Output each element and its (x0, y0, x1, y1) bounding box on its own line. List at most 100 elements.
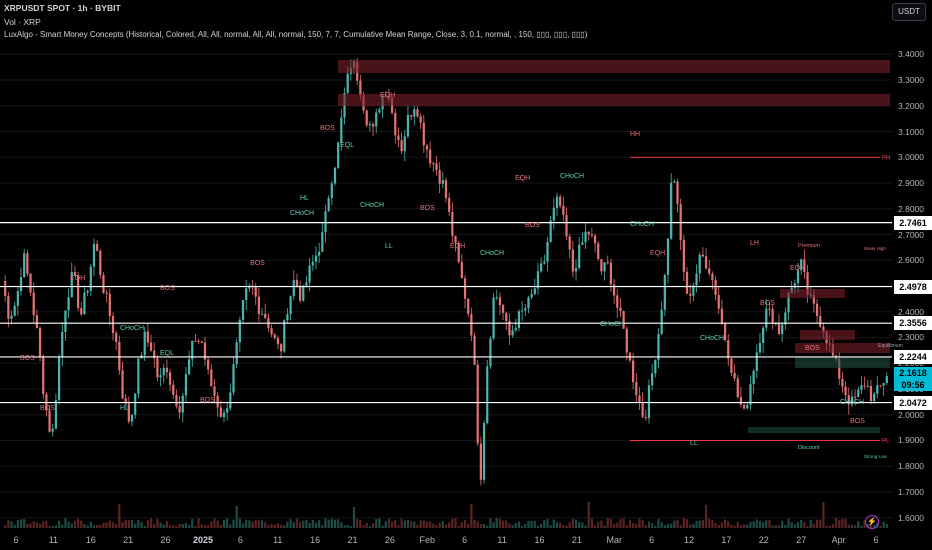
volume-bar (800, 519, 803, 528)
order-block (748, 427, 880, 433)
volume-bar (349, 525, 352, 528)
volume-bar (863, 519, 866, 528)
volume-legend[interactable]: Vol · XRP (4, 17, 41, 27)
candle-body (73, 272, 77, 276)
candle-body (571, 249, 574, 272)
candle-body (96, 244, 99, 251)
volume-bar (295, 518, 299, 528)
volume-bar (463, 519, 467, 528)
candle-body (492, 297, 495, 339)
volume-bar (508, 523, 511, 528)
time-tick-label: Apr (831, 535, 846, 545)
volume-bar (140, 522, 143, 528)
candle-body (489, 338, 492, 367)
volume-bar (289, 519, 292, 528)
candle-body (118, 341, 121, 371)
volume-bar (708, 518, 711, 528)
lightning-icon[interactable]: ⚡ (865, 515, 879, 529)
candle-body (647, 385, 651, 419)
volume-bar (831, 524, 835, 528)
volume-bar (689, 524, 692, 528)
candle-body (549, 220, 552, 242)
candle-body (26, 253, 29, 274)
candle-body (441, 180, 444, 184)
volume-bar (568, 522, 571, 528)
volume-bar (825, 525, 828, 528)
volume-bar (184, 522, 188, 528)
volume-bar (337, 519, 340, 528)
volume-bar (879, 525, 882, 528)
volume-bar (847, 524, 850, 528)
volume-bar (153, 524, 156, 528)
time-tick-label: 22 (758, 535, 769, 545)
volume-bar (448, 522, 451, 528)
time-tick-label: 26 (384, 535, 395, 545)
volume-bar (679, 525, 682, 528)
volume-bar (162, 524, 165, 528)
volume-bar (555, 522, 559, 528)
time-tick-label: 12 (684, 535, 695, 545)
candle-body (324, 211, 327, 233)
candle-body (749, 384, 752, 405)
current-price-tag: 2.1618 09:56 (894, 367, 932, 392)
indicator-legend[interactable]: LuxAlgo - Smart Money Concepts (Historic… (4, 30, 588, 39)
candle-body (311, 261, 314, 266)
volume-bar (619, 519, 622, 528)
volume-bar (127, 520, 130, 528)
volume-bar (314, 522, 318, 528)
candle-body (203, 342, 207, 360)
volume-bar (92, 525, 96, 528)
volume-bar (622, 518, 625, 528)
candle-body (876, 385, 879, 394)
candle-body (327, 198, 330, 212)
volume-bar (416, 524, 419, 528)
volume-bar (616, 522, 619, 528)
candle-body (454, 235, 457, 243)
volume-bar (226, 518, 229, 528)
volume-bar (511, 525, 514, 528)
structure-label: CHoCH (700, 335, 724, 342)
candle-body (429, 149, 432, 164)
volume-bar (470, 504, 473, 528)
candle-body (108, 293, 111, 317)
volume-bar (701, 519, 704, 528)
price-tick-label: 2.8000 (898, 203, 924, 214)
volume-bar (35, 522, 38, 528)
candle-body (781, 324, 784, 335)
volume-bar (809, 519, 812, 528)
volume-bar (489, 518, 492, 528)
candle-body (514, 327, 517, 331)
candle-body (337, 142, 340, 168)
candle-body (727, 340, 730, 359)
volume-bar (137, 520, 140, 528)
candle-body (787, 293, 790, 313)
volume-bar (219, 524, 222, 528)
volume-bar (815, 519, 819, 528)
candle-body (295, 280, 299, 287)
volume-bar (562, 524, 565, 528)
candle-body (581, 242, 584, 245)
volume-bar (130, 519, 134, 528)
structure-label: EQL (340, 142, 354, 149)
candle-body (593, 235, 597, 244)
time-tick-label: 11 (273, 535, 283, 545)
candle-body (733, 372, 736, 379)
candle-body (7, 295, 10, 319)
volume-bar (19, 519, 23, 528)
volume-bar (232, 519, 235, 528)
candle-body (54, 399, 58, 429)
candle-body (229, 392, 232, 409)
symbol-title[interactable]: XRPUSDT SPOT · 1h · BYBIT (4, 3, 121, 13)
volume-bar (299, 522, 302, 528)
volume-bar (305, 519, 308, 528)
currency-button[interactable]: USDT (892, 3, 926, 21)
candle-body (651, 373, 654, 386)
candle-body (682, 240, 685, 272)
candle-body (333, 167, 337, 184)
volume-bar (793, 524, 796, 528)
volume-bar (549, 525, 552, 528)
candle-body (736, 378, 739, 398)
candle-body (156, 358, 159, 378)
